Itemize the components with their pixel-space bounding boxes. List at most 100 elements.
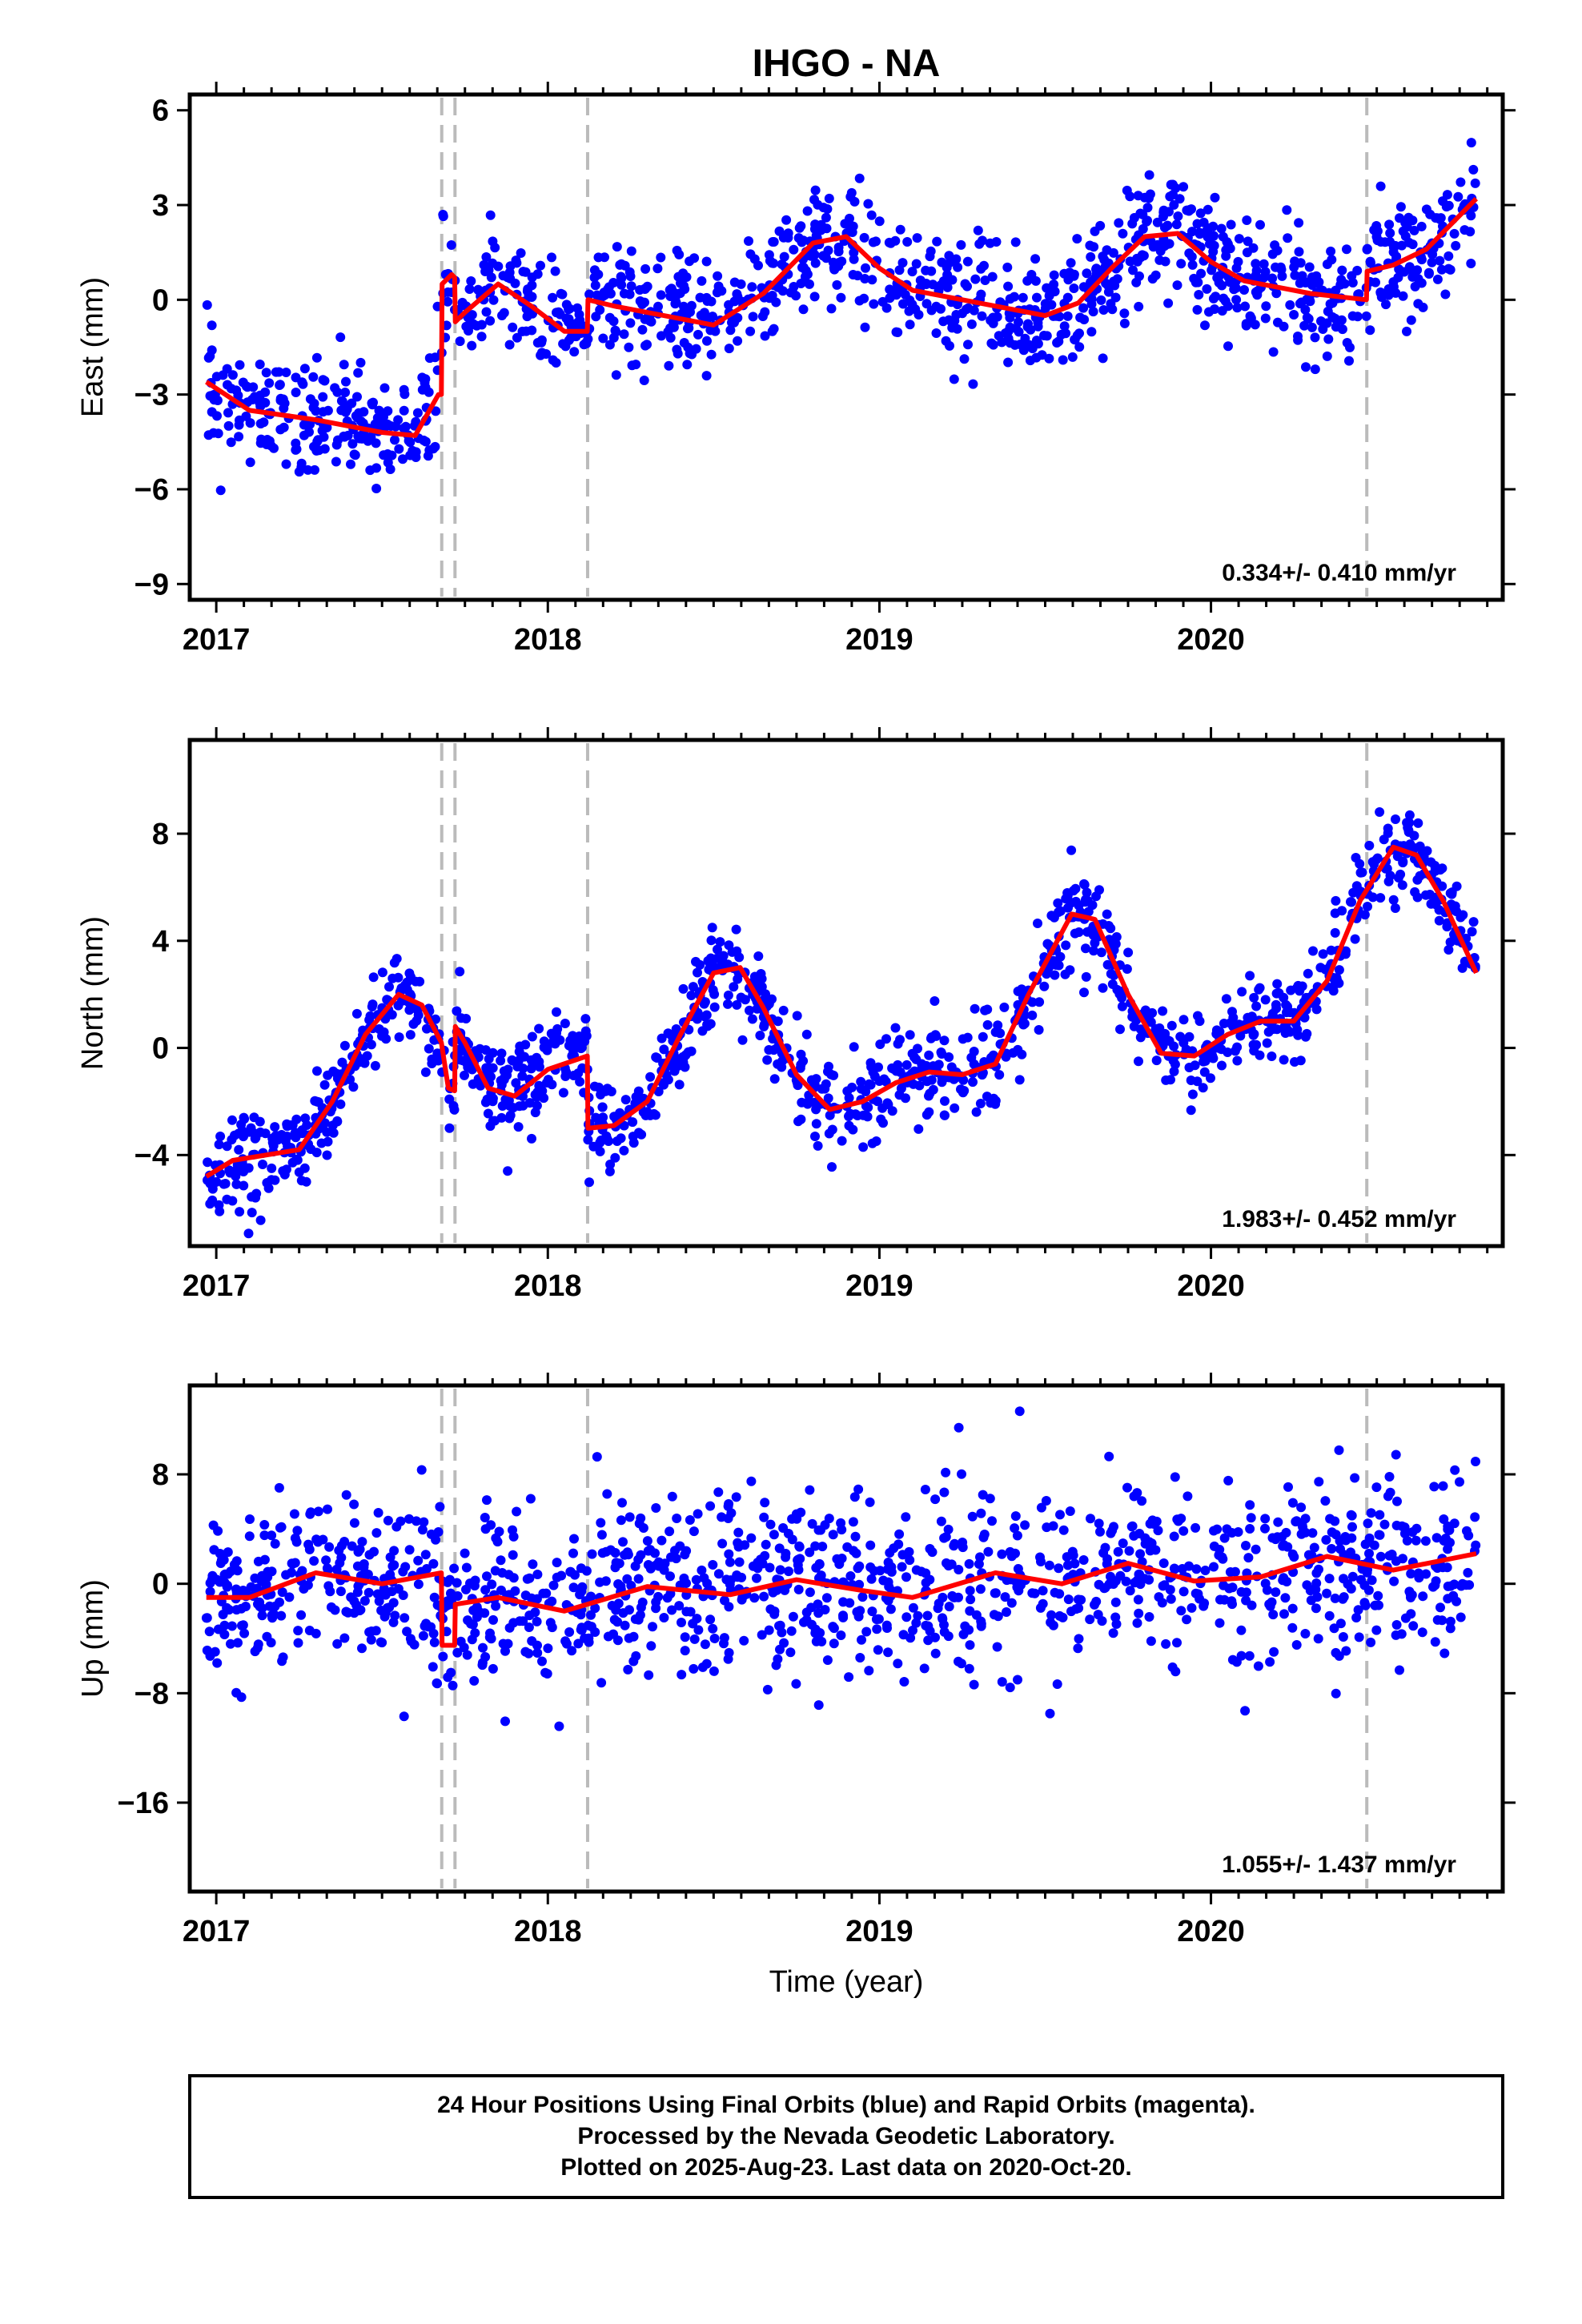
data-point <box>516 1051 527 1062</box>
data-point <box>689 1526 699 1537</box>
data-point <box>400 389 410 400</box>
data-point <box>760 331 770 341</box>
data-point <box>814 1573 824 1583</box>
data-point <box>1322 1588 1332 1598</box>
data-point <box>252 1642 263 1653</box>
data-point <box>368 972 379 983</box>
data-point <box>583 1620 593 1630</box>
data-point <box>353 1581 363 1591</box>
data-point <box>1412 892 1423 903</box>
data-point <box>789 282 799 292</box>
data-point <box>249 1112 259 1123</box>
data-point <box>349 1499 359 1510</box>
data-point <box>811 1636 821 1647</box>
data-point <box>291 1131 301 1141</box>
data-point <box>373 1508 383 1518</box>
data-point <box>1437 863 1447 874</box>
data-point <box>1203 204 1213 215</box>
data-point <box>813 1599 823 1610</box>
data-point <box>238 377 248 388</box>
data-point <box>1371 1625 1382 1635</box>
data-point <box>1178 1015 1189 1025</box>
data-point <box>1187 227 1197 237</box>
data-point <box>1054 312 1065 322</box>
data-point <box>1062 311 1073 321</box>
data-point <box>1300 1527 1311 1538</box>
data-point <box>1078 303 1089 313</box>
data-point <box>250 1573 260 1583</box>
data-point <box>783 232 793 243</box>
data-point <box>534 1080 544 1091</box>
data-point <box>962 281 972 292</box>
data-point <box>1146 1636 1156 1647</box>
x-tick-label: 2020 <box>1177 1269 1245 1303</box>
data-point <box>1158 1558 1169 1568</box>
data-point <box>1409 830 1419 841</box>
data-point <box>1267 249 1278 259</box>
data-point <box>304 427 314 437</box>
data-point <box>1081 971 1091 982</box>
data-point <box>323 1136 333 1147</box>
data-point <box>1094 1518 1104 1529</box>
data-point <box>1431 1533 1442 1543</box>
data-point <box>1356 1574 1366 1585</box>
data-point <box>756 969 766 979</box>
data-point <box>637 324 648 335</box>
data-point <box>828 1530 838 1540</box>
data-point <box>257 1610 267 1621</box>
data-point <box>1211 1025 1222 1035</box>
data-point <box>1074 927 1084 937</box>
data-point <box>898 1630 909 1640</box>
data-point <box>1138 209 1148 219</box>
data-point <box>755 1031 765 1040</box>
data-point <box>939 1110 950 1120</box>
data-point <box>524 1573 535 1583</box>
data-point <box>1289 310 1299 320</box>
data-point <box>651 1597 661 1607</box>
data-point <box>869 1566 879 1576</box>
data-point <box>1415 841 1425 851</box>
data-point <box>466 276 476 286</box>
data-point <box>713 271 723 281</box>
data-point <box>762 1055 773 1065</box>
data-point <box>1418 302 1428 312</box>
data-point <box>719 1633 729 1643</box>
data-point <box>992 1642 1002 1652</box>
data-point <box>1330 908 1340 919</box>
data-point <box>1468 917 1479 927</box>
data-point <box>597 1102 608 1112</box>
data-point <box>1325 299 1335 309</box>
x-tick-label: 2018 <box>514 623 582 657</box>
data-point <box>809 224 820 234</box>
data-point <box>965 1640 975 1651</box>
data-point <box>921 299 932 309</box>
data-point <box>897 258 908 268</box>
data-point <box>1046 1610 1057 1620</box>
data-point <box>573 1638 584 1649</box>
data-point <box>626 1581 636 1590</box>
data-point <box>341 1490 351 1500</box>
data-point <box>481 307 492 317</box>
data-point <box>699 999 709 1009</box>
data-point <box>1106 1571 1115 1582</box>
data-point <box>943 1524 954 1534</box>
data-point <box>1002 1607 1011 1617</box>
data-point <box>1449 228 1460 239</box>
data-point <box>363 1587 374 1598</box>
data-point <box>1063 903 1073 913</box>
data-point <box>1287 1603 1298 1614</box>
data-point <box>970 274 981 284</box>
data-point <box>807 1518 817 1529</box>
data-point <box>240 1602 251 1611</box>
data-point <box>913 1610 923 1621</box>
data-point <box>1090 938 1100 948</box>
data-point <box>680 1646 690 1656</box>
data-point <box>964 1663 974 1674</box>
data-point <box>975 1099 986 1108</box>
data-point <box>1067 352 1078 362</box>
footer-line-3: Plotted on 2025-Aug-23. Last data on 202… <box>560 2154 1132 2181</box>
data-point <box>805 1587 815 1598</box>
data-point <box>1044 1560 1054 1570</box>
data-point <box>513 1122 524 1132</box>
data-point <box>626 246 636 256</box>
